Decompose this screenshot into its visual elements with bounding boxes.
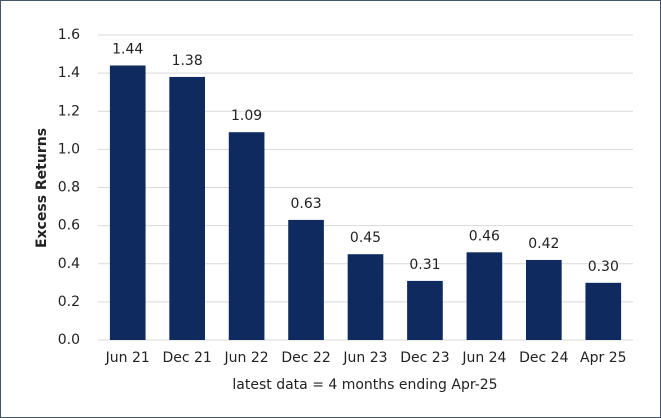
y-tick-label: 1.4 bbox=[58, 65, 80, 81]
value-label: 1.09 bbox=[231, 108, 262, 124]
value-label: 0.42 bbox=[528, 236, 559, 252]
bar bbox=[109, 65, 146, 340]
bar bbox=[347, 254, 384, 340]
bar bbox=[585, 282, 622, 340]
value-label: 0.31 bbox=[409, 257, 440, 273]
y-tick-label: 1.6 bbox=[58, 27, 80, 43]
x-tick-label: Jun 21 bbox=[105, 350, 150, 366]
value-label: 0.46 bbox=[469, 228, 500, 244]
value-label: 0.63 bbox=[290, 196, 321, 212]
value-label: 0.30 bbox=[588, 259, 619, 275]
y-tick-label: 0.2 bbox=[58, 294, 80, 310]
x-tick-label: Jun 24 bbox=[461, 350, 506, 366]
y-tick-label: 1.2 bbox=[58, 103, 80, 119]
bar bbox=[407, 280, 443, 340]
y-tick-label: 0.8 bbox=[58, 180, 80, 196]
value-label: 1.44 bbox=[112, 42, 143, 58]
bar bbox=[169, 76, 205, 340]
bar bbox=[288, 219, 324, 340]
y-tick-label: 0.4 bbox=[58, 256, 80, 272]
x-tick-label: Dec 22 bbox=[281, 350, 330, 366]
bar bbox=[228, 132, 265, 340]
x-axis-label: latest data = 4 months ending Apr-25 bbox=[232, 377, 497, 393]
y-tick-label: 0.6 bbox=[58, 218, 80, 234]
value-label: 1.38 bbox=[172, 53, 203, 69]
x-tick-label: Dec 23 bbox=[400, 350, 449, 366]
value-label: 0.45 bbox=[350, 230, 381, 246]
x-tick-label: Dec 21 bbox=[162, 350, 211, 366]
x-tick-label: Dec 24 bbox=[519, 350, 568, 366]
x-tick-label: Jun 23 bbox=[342, 350, 387, 366]
y-axis-label: Excess Returns bbox=[34, 128, 50, 248]
x-tick-label: Jun 22 bbox=[224, 350, 269, 366]
y-tick-label: 1.0 bbox=[58, 141, 80, 157]
x-tick-label: Apr 25 bbox=[580, 350, 626, 366]
y-tick-label: 0.0 bbox=[58, 332, 80, 348]
bar bbox=[526, 259, 562, 340]
bar bbox=[466, 252, 503, 340]
